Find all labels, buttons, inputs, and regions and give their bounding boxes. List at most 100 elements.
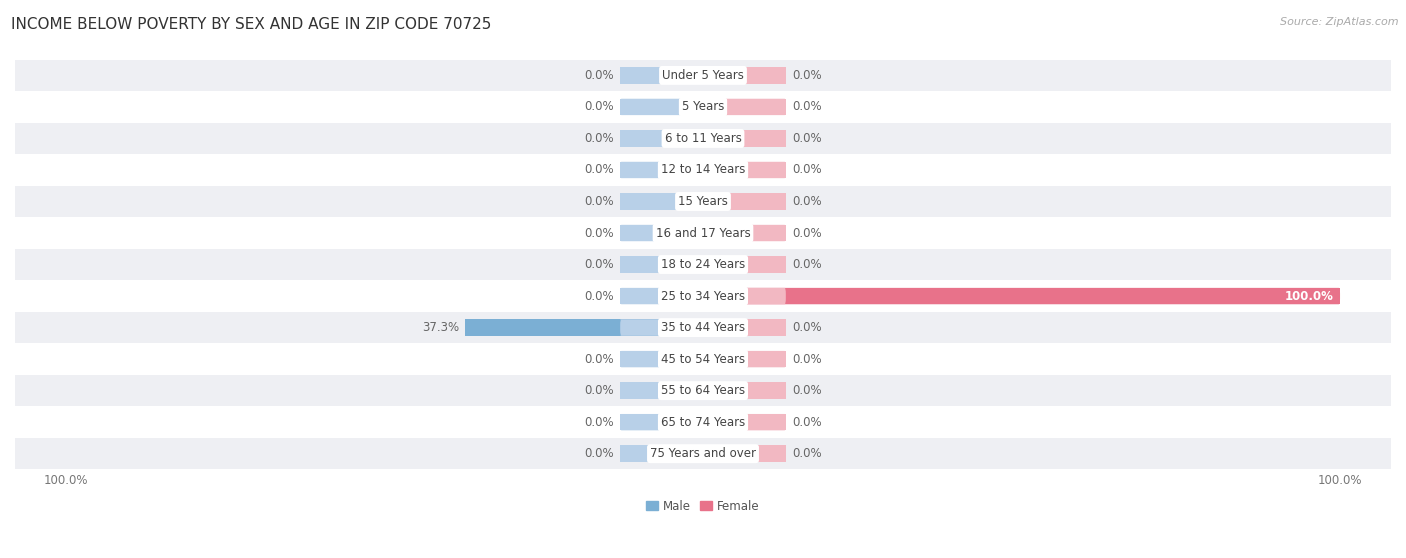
Bar xyxy=(703,256,786,273)
Bar xyxy=(703,67,786,84)
Text: 55 to 64 Years: 55 to 64 Years xyxy=(661,384,745,397)
FancyBboxPatch shape xyxy=(620,288,703,304)
Text: 0.0%: 0.0% xyxy=(792,353,823,365)
Bar xyxy=(620,445,703,462)
Text: 37.3%: 37.3% xyxy=(422,321,458,334)
Bar xyxy=(620,162,703,178)
Bar xyxy=(15,406,1391,438)
FancyBboxPatch shape xyxy=(703,319,786,336)
FancyBboxPatch shape xyxy=(620,162,703,178)
Text: 0.0%: 0.0% xyxy=(792,195,823,208)
FancyBboxPatch shape xyxy=(703,288,1340,304)
Bar xyxy=(620,193,703,210)
Text: 45 to 54 Years: 45 to 54 Years xyxy=(661,353,745,365)
Legend: Male, Female: Male, Female xyxy=(647,500,759,513)
Bar xyxy=(703,225,786,241)
Bar xyxy=(703,288,1340,304)
Text: 0.0%: 0.0% xyxy=(583,290,614,302)
Bar xyxy=(620,99,703,115)
Bar xyxy=(703,351,786,367)
Bar xyxy=(703,445,786,462)
Text: 0.0%: 0.0% xyxy=(583,384,614,397)
Bar xyxy=(620,351,703,367)
Text: 0.0%: 0.0% xyxy=(583,69,614,82)
Text: INCOME BELOW POVERTY BY SEX AND AGE IN ZIP CODE 70725: INCOME BELOW POVERTY BY SEX AND AGE IN Z… xyxy=(11,17,492,32)
FancyBboxPatch shape xyxy=(703,288,786,304)
Text: 12 to 14 Years: 12 to 14 Years xyxy=(661,163,745,176)
Bar xyxy=(703,130,786,147)
Text: Source: ZipAtlas.com: Source: ZipAtlas.com xyxy=(1281,17,1399,27)
FancyBboxPatch shape xyxy=(620,67,703,84)
Text: 0.0%: 0.0% xyxy=(583,163,614,176)
Bar xyxy=(703,162,786,178)
Text: 0.0%: 0.0% xyxy=(792,163,823,176)
Bar xyxy=(15,343,1391,375)
FancyBboxPatch shape xyxy=(703,162,786,178)
FancyBboxPatch shape xyxy=(620,382,703,399)
Bar xyxy=(703,382,786,399)
FancyBboxPatch shape xyxy=(703,99,786,115)
Text: 0.0%: 0.0% xyxy=(792,321,823,334)
Bar xyxy=(620,225,703,241)
Bar xyxy=(703,288,786,304)
Bar xyxy=(620,256,703,273)
Bar xyxy=(620,67,703,84)
Text: 75 Years and over: 75 Years and over xyxy=(650,447,756,460)
Text: 0.0%: 0.0% xyxy=(583,258,614,271)
FancyBboxPatch shape xyxy=(703,414,786,430)
Text: 6 to 11 Years: 6 to 11 Years xyxy=(665,132,741,145)
Text: 0.0%: 0.0% xyxy=(583,132,614,145)
FancyBboxPatch shape xyxy=(703,351,786,367)
FancyBboxPatch shape xyxy=(703,130,786,147)
Bar xyxy=(15,375,1391,406)
FancyBboxPatch shape xyxy=(620,319,703,336)
Bar xyxy=(620,414,703,430)
Bar xyxy=(620,382,703,399)
Text: 0.0%: 0.0% xyxy=(792,384,823,397)
Text: 0.0%: 0.0% xyxy=(792,447,823,460)
FancyBboxPatch shape xyxy=(620,256,703,273)
Text: 0.0%: 0.0% xyxy=(792,258,823,271)
Bar xyxy=(703,193,786,210)
FancyBboxPatch shape xyxy=(620,445,703,462)
Text: 65 to 74 Years: 65 to 74 Years xyxy=(661,416,745,429)
Text: 0.0%: 0.0% xyxy=(792,100,823,113)
FancyBboxPatch shape xyxy=(703,67,786,84)
FancyBboxPatch shape xyxy=(703,225,786,241)
Bar xyxy=(15,123,1391,154)
FancyBboxPatch shape xyxy=(703,382,786,399)
Bar xyxy=(15,91,1391,123)
Text: 15 Years: 15 Years xyxy=(678,195,728,208)
Text: 0.0%: 0.0% xyxy=(583,227,614,239)
Bar xyxy=(15,217,1391,249)
Bar xyxy=(620,288,703,304)
Bar xyxy=(15,186,1391,217)
Text: 0.0%: 0.0% xyxy=(792,69,823,82)
Text: 0.0%: 0.0% xyxy=(583,100,614,113)
Bar xyxy=(620,319,703,336)
Bar xyxy=(15,60,1391,91)
Bar xyxy=(703,99,786,115)
Text: 0.0%: 0.0% xyxy=(583,416,614,429)
Text: 0.0%: 0.0% xyxy=(583,353,614,365)
Text: 18 to 24 Years: 18 to 24 Years xyxy=(661,258,745,271)
FancyBboxPatch shape xyxy=(620,130,703,147)
Bar xyxy=(620,130,703,147)
Text: Under 5 Years: Under 5 Years xyxy=(662,69,744,82)
FancyBboxPatch shape xyxy=(620,414,703,430)
Bar xyxy=(15,438,1391,469)
Bar xyxy=(465,319,703,336)
Text: 5 Years: 5 Years xyxy=(682,100,724,113)
Text: 0.0%: 0.0% xyxy=(792,227,823,239)
FancyBboxPatch shape xyxy=(620,193,703,210)
FancyBboxPatch shape xyxy=(703,256,786,273)
Text: 35 to 44 Years: 35 to 44 Years xyxy=(661,321,745,334)
FancyBboxPatch shape xyxy=(703,445,786,462)
Bar xyxy=(15,280,1391,312)
Text: 16 and 17 Years: 16 and 17 Years xyxy=(655,227,751,239)
FancyBboxPatch shape xyxy=(620,225,703,241)
Bar xyxy=(15,249,1391,280)
Text: 25 to 34 Years: 25 to 34 Years xyxy=(661,290,745,302)
FancyBboxPatch shape xyxy=(620,99,703,115)
Text: 0.0%: 0.0% xyxy=(583,195,614,208)
